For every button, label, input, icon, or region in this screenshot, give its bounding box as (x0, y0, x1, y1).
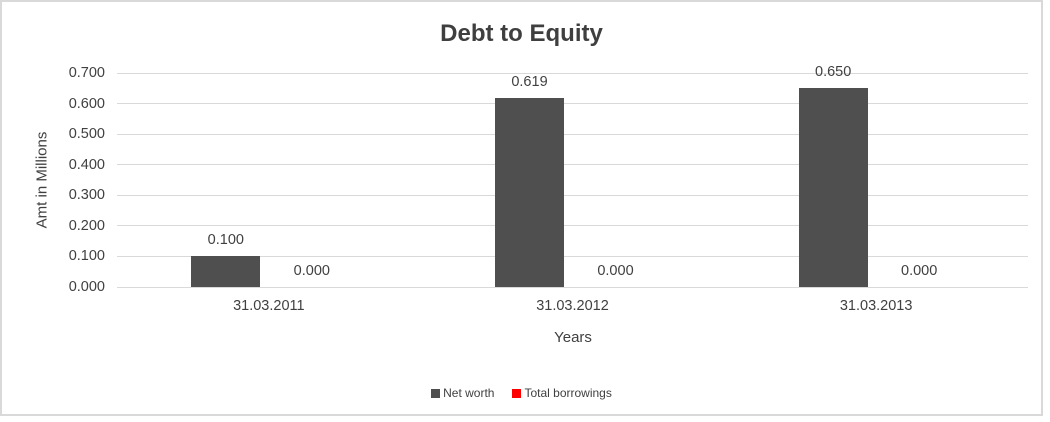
gridline-0.200 (117, 225, 1028, 227)
legend-label-net-worth: Net worth (443, 386, 495, 400)
gridline-0.100 (117, 255, 1028, 257)
gridline-0.400 (117, 164, 1028, 166)
data-label-net-worth-31-03-2012: 0.619 (511, 73, 548, 90)
data-label-net-worth-31-03-2011: 0.100 (207, 232, 244, 249)
gridline-0.700 (117, 72, 1028, 74)
bar-net-worth-31-03-2012 (495, 97, 564, 287)
legend-item-total-borrowings: Total borrowings (512, 386, 612, 400)
legend-marker-total-borrowings-icon (512, 388, 522, 398)
chart-title: Debt to Equity (440, 20, 603, 47)
legend-label-total-borrowings: Total borrowings (524, 386, 612, 400)
plot-area: 0.100 0.000 0.619 0.000 0.650 0.000 (117, 64, 1028, 288)
gridline-0.300 (117, 194, 1028, 196)
legend-marker-net-worth-icon (431, 388, 441, 398)
gridline-0.000 (117, 286, 1028, 288)
data-label-total-borrowings-31-03-2013: 0.000 (901, 263, 938, 279)
gridline-0.500 (117, 133, 1028, 135)
legend: Net worth Total borrowings (0, 386, 1043, 400)
data-label-net-worth-31-03-2013: 0.650 (815, 64, 852, 81)
data-label-total-borrowings-31-03-2012: 0.000 (597, 263, 634, 279)
bar-net-worth-31-03-2013 (798, 88, 868, 287)
legend-item-net-worth: Net worth (431, 386, 494, 400)
y-axis-title: Amt in Millions (33, 131, 51, 229)
bar-net-worth-31-03-2011 (191, 256, 261, 287)
gridline-0.600 (117, 103, 1028, 105)
data-label-total-borrowings-31-03-2011: 0.000 (293, 263, 330, 279)
x-axis-title: Years (554, 329, 592, 346)
